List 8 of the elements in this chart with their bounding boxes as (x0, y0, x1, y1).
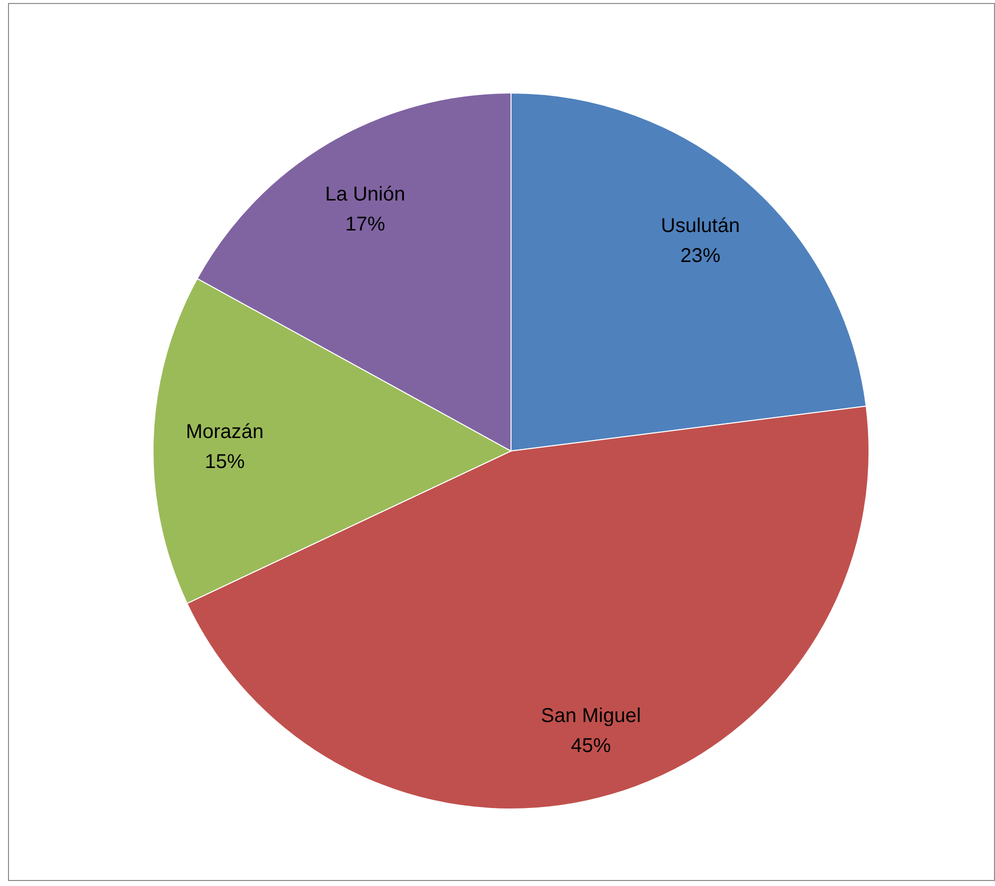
data-label: 15% (204, 451, 245, 474)
slice-label: La Unión (325, 183, 406, 206)
slice-label: San Miguel (540, 705, 641, 728)
slice-label: Morazán (186, 421, 264, 444)
data-label: 23% (680, 245, 721, 268)
data-label: 17% (345, 213, 386, 236)
slice-label: Usulután (660, 215, 740, 238)
data-label: 45% (570, 735, 612, 758)
